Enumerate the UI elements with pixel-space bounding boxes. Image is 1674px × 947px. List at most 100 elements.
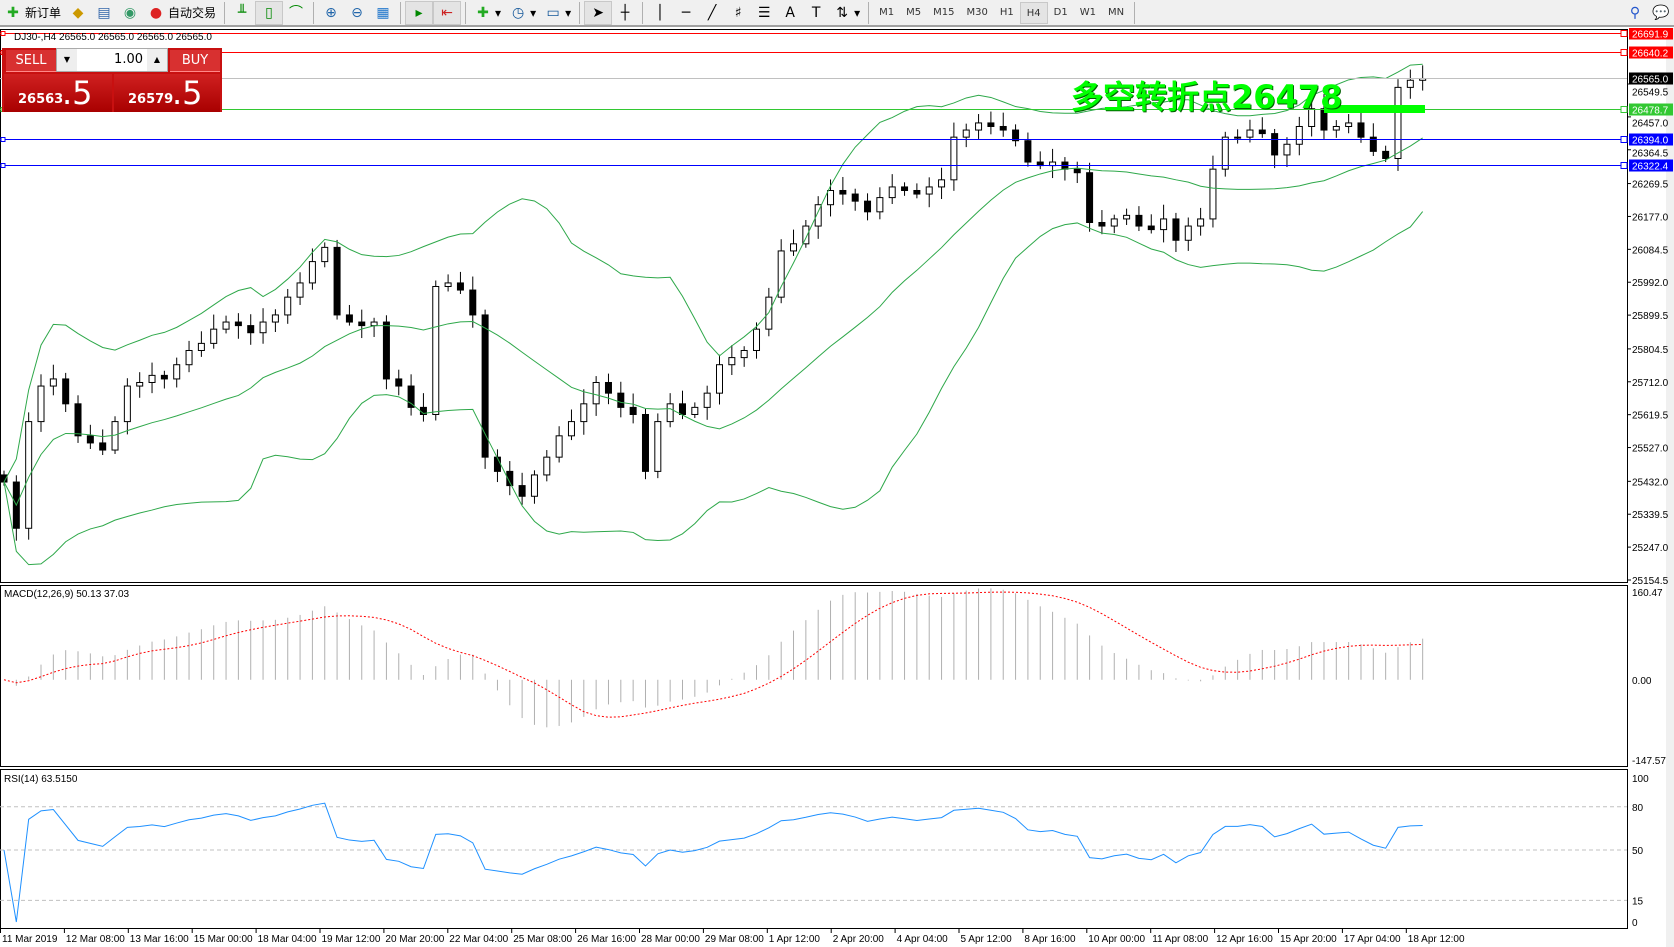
candle — [888, 186, 896, 199]
new-order-button[interactable]: ✚ 新订单 — [0, 1, 65, 25]
auto-trading-button[interactable]: ● 自动交易 — [143, 1, 220, 25]
tile-windows-button[interactable]: ▦ — [370, 1, 396, 25]
search-button[interactable]: ⚲ — [1622, 1, 1648, 25]
time-tick-label: 18 Apr 12:00 — [1408, 934, 1465, 945]
timeframe-m30[interactable]: M30 — [966, 6, 988, 18]
time-tick-label: 28 Mar 00:00 — [641, 934, 700, 945]
time-tick-label: 20 Mar 20:00 — [385, 934, 444, 945]
text-label-icon: T — [811, 4, 821, 21]
crosshair-button[interactable]: ┼ — [612, 1, 638, 25]
line-handle — [1620, 49, 1628, 56]
candle — [629, 406, 637, 415]
time-tick-label: 15 Apr 20:00 — [1280, 934, 1337, 945]
chat-button[interactable]: 💬 — [1648, 1, 1674, 25]
timeframe-m5[interactable]: M5 — [906, 6, 922, 18]
signals-button[interactable]: ◉ — [117, 1, 143, 25]
chart-canvas[interactable]: 26549.5 26457.0 26364.5 26269.5 26177.0 26084… — [0, 28, 1674, 947]
candle — [123, 385, 131, 423]
sell-price[interactable]: 26563.5 — [4, 74, 112, 112]
candle — [308, 261, 316, 284]
buy-price[interactable]: 26579.5 — [114, 74, 220, 112]
candle — [247, 325, 255, 334]
fibonacci-button[interactable]: ♯ — [725, 1, 751, 25]
bar-chart-icon: ╨ — [237, 4, 247, 21]
candle — [1147, 225, 1155, 231]
rsi-tick-label: 15 — [1632, 896, 1644, 907]
tile-windows-icon: ▦ — [376, 4, 390, 21]
candle — [469, 289, 477, 316]
candle — [851, 193, 859, 202]
price-label-bg — [1629, 103, 1673, 116]
buy-button[interactable]: BUY — [170, 50, 220, 72]
lot-decrease-button[interactable]: ▼ — [57, 49, 77, 71]
rsi-tick-label: 100 — [1632, 774, 1649, 785]
candle — [678, 403, 686, 415]
macd-tick-label: 160.47 — [1632, 588, 1663, 599]
candle — [382, 321, 390, 380]
candlestick-button[interactable]: ▯ — [255, 0, 284, 25]
candle — [370, 321, 378, 327]
rsi-line — [3, 802, 1423, 923]
templates-button[interactable]: ▭ ▾ — [540, 1, 575, 25]
candle — [864, 200, 872, 213]
timeframe-w1[interactable]: W1 — [1079, 6, 1096, 18]
candle — [617, 392, 625, 408]
separator — [400, 1, 402, 24]
periods-button[interactable]: ◷ ▾ — [505, 1, 540, 25]
lot-input[interactable]: 1.00 — [114, 52, 143, 67]
chart-shift-button[interactable]: ⇤ — [433, 0, 462, 25]
price-tick-label: 25712.0 — [1632, 378, 1669, 389]
line-handle — [0, 137, 6, 142]
lot-increase-button[interactable]: ▲ — [147, 49, 167, 71]
chart-annotation-text[interactable]: 多空转折点26478 — [1071, 78, 1343, 116]
navigator-button[interactable]: ▤ — [91, 1, 117, 25]
timeframe-m1[interactable]: M1 — [879, 6, 895, 18]
time-tick-label: 12 Apr 16:00 — [1216, 934, 1273, 945]
symbol-info: DJ30-,H4 26565.0 26565.0 26565.0 26565.0 — [14, 32, 212, 43]
time-tick-label: 18 Mar 04:00 — [258, 934, 317, 945]
candle — [444, 282, 452, 287]
channel-button[interactable]: ☰ — [751, 1, 777, 25]
periods-icon: ◷ — [511, 4, 525, 21]
cursor-icon: ➤ — [592, 4, 604, 21]
sell-button[interactable]: SELL — [6, 50, 56, 72]
candle — [1073, 168, 1081, 174]
bar-chart-button[interactable]: ╨ — [229, 1, 255, 25]
candle — [827, 189, 835, 206]
price-label: 26478.7 — [1632, 106, 1669, 117]
candle — [1209, 168, 1217, 220]
arrows-button[interactable]: ⇅ ▾ — [829, 1, 864, 25]
cursor-button[interactable]: ➤ — [584, 0, 613, 25]
line-handle — [0, 163, 6, 168]
market-watch-button[interactable]: ◆ — [65, 1, 91, 25]
line-chart-button[interactable]: ⌒ — [283, 1, 309, 25]
candle — [814, 204, 822, 227]
line-handle — [0, 31, 6, 36]
price-tick-label: 25992.0 — [1632, 278, 1669, 289]
price-label-bg — [1629, 159, 1673, 172]
timeframe-h1[interactable]: H1 — [999, 6, 1014, 18]
timeframe-d1[interactable]: D1 — [1053, 6, 1068, 18]
autoscroll-button[interactable]: ▸ — [405, 0, 434, 25]
candle — [604, 381, 612, 394]
rsi-title: RSI(14) 63.5150 — [4, 774, 78, 785]
timeframe-h4[interactable]: H4 — [1019, 1, 1048, 24]
candle — [1135, 214, 1143, 227]
horizontal-line-button[interactable]: ─ — [673, 1, 699, 25]
text-label-button[interactable]: T — [803, 1, 829, 25]
timeframe-m15[interactable]: M15 — [933, 6, 955, 18]
timeframe-mn[interactable]: MN — [1107, 6, 1125, 18]
candle — [234, 321, 242, 327]
new-order-icon: ✚ — [7, 4, 19, 21]
zoom-out-button[interactable]: ⊖ — [344, 1, 370, 25]
trendline-button[interactable]: ╱ — [699, 1, 725, 25]
text-button[interactable]: A — [777, 1, 803, 25]
vertical-line-button[interactable]: │ — [647, 1, 673, 25]
price-tick-label: 26364.5 — [1632, 149, 1669, 160]
candle — [1283, 143, 1291, 156]
candle — [185, 349, 193, 366]
zoom-in-button[interactable]: ⊕ — [318, 1, 344, 25]
separator — [313, 1, 315, 24]
indicators-button[interactable]: ✚ ▾ — [470, 1, 505, 25]
candle — [1172, 218, 1180, 241]
